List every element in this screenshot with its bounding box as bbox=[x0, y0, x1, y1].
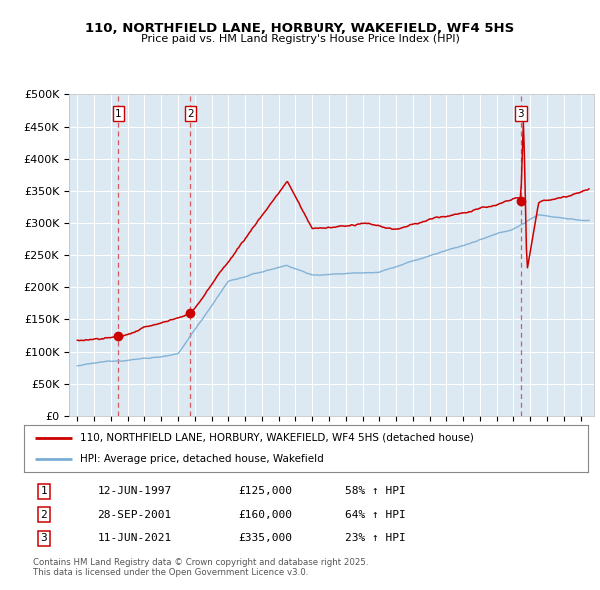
Text: 23% ↑ HPI: 23% ↑ HPI bbox=[346, 533, 406, 543]
Text: £160,000: £160,000 bbox=[238, 510, 292, 520]
Text: 64% ↑ HPI: 64% ↑ HPI bbox=[346, 510, 406, 520]
Text: 11-JUN-2021: 11-JUN-2021 bbox=[97, 533, 172, 543]
Text: 1: 1 bbox=[115, 109, 122, 119]
Text: HPI: Average price, detached house, Wakefield: HPI: Average price, detached house, Wake… bbox=[80, 454, 324, 464]
Text: 2: 2 bbox=[187, 109, 194, 119]
Text: 3: 3 bbox=[40, 533, 47, 543]
Text: 12-JUN-1997: 12-JUN-1997 bbox=[97, 486, 172, 496]
Text: 3: 3 bbox=[518, 109, 524, 119]
Text: £125,000: £125,000 bbox=[238, 486, 292, 496]
Text: 58% ↑ HPI: 58% ↑ HPI bbox=[346, 486, 406, 496]
Text: Price paid vs. HM Land Registry's House Price Index (HPI): Price paid vs. HM Land Registry's House … bbox=[140, 34, 460, 44]
Text: 110, NORTHFIELD LANE, HORBURY, WAKEFIELD, WF4 5HS (detached house): 110, NORTHFIELD LANE, HORBURY, WAKEFIELD… bbox=[80, 432, 474, 442]
Text: 1: 1 bbox=[40, 486, 47, 496]
Text: £335,000: £335,000 bbox=[238, 533, 292, 543]
Text: 110, NORTHFIELD LANE, HORBURY, WAKEFIELD, WF4 5HS: 110, NORTHFIELD LANE, HORBURY, WAKEFIELD… bbox=[85, 22, 515, 35]
Text: 28-SEP-2001: 28-SEP-2001 bbox=[97, 510, 172, 520]
Text: 2: 2 bbox=[40, 510, 47, 520]
Text: Contains HM Land Registry data © Crown copyright and database right 2025.
This d: Contains HM Land Registry data © Crown c… bbox=[33, 558, 368, 577]
